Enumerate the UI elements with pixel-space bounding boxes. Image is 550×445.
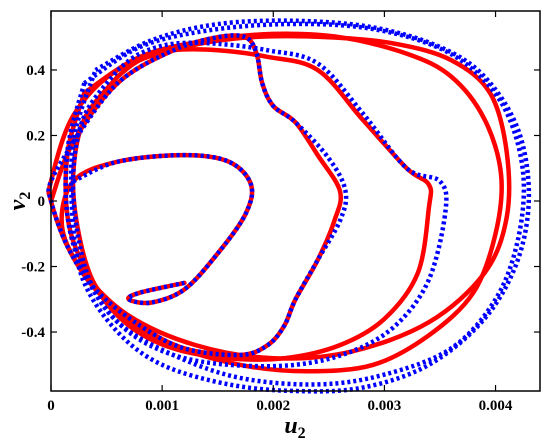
curves-group bbox=[46, 18, 532, 394]
y-tick-label: 0.4 bbox=[26, 63, 45, 79]
x-axis-label: u2 bbox=[284, 413, 305, 442]
y-tick-label: -0.2 bbox=[21, 260, 45, 276]
dotted-trajectory-4 bbox=[72, 152, 255, 306]
dotted-trajectory-5 bbox=[70, 40, 449, 369]
dotted-trajectory-6 bbox=[63, 21, 527, 387]
x-tick-label: 0 bbox=[47, 398, 55, 414]
dotted-trajectory-7 bbox=[68, 18, 532, 394]
y-tick-label: 0.2 bbox=[26, 128, 45, 144]
y-axis-label: v2 bbox=[5, 192, 34, 211]
x-tick-label: 0.004 bbox=[479, 398, 513, 414]
y-tick-label: 0 bbox=[38, 194, 46, 210]
x-tick-label: 0.003 bbox=[368, 398, 402, 414]
dotted-trajectory-3 bbox=[46, 33, 349, 358]
solid-trajectory-2 bbox=[63, 31, 504, 374]
ticks-group: 0 0.001 0.002 0.003 0.004 -0.4 -0.2 0 0.2 0.4 bbox=[21, 11, 540, 414]
x-tick-label: 0.001 bbox=[145, 398, 179, 414]
x-tick-label: 0.002 bbox=[256, 398, 290, 414]
y-tick-label: -0.4 bbox=[21, 325, 45, 341]
